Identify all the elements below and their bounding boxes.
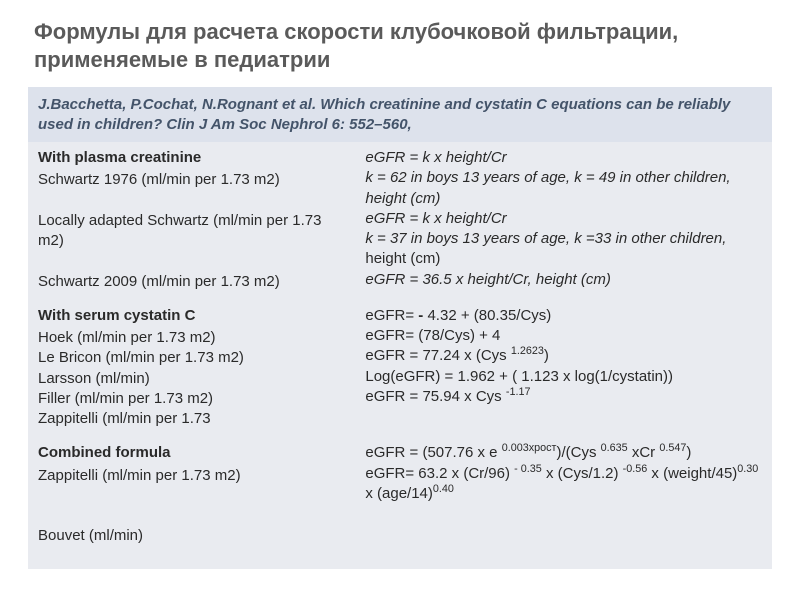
- row-left-body: Zappitelli (ml/min per 1.73 m2)Bouvet (m…: [38, 467, 241, 545]
- row-header: With serum cystatin C: [38, 306, 345, 326]
- row-header: With plasma creatinine: [38, 148, 345, 168]
- table-row: With plasma creatinine Schwartz 1976 (ml…: [28, 142, 772, 300]
- row-right-body: eGFR = (507.76 x e 0.003xрост)/(Cys 0.63…: [365, 444, 758, 502]
- row-right: eGFR= - 4.32 + (80.35/Cys)eGFR= (78/Cys)…: [355, 300, 772, 438]
- row-right: eGFR = (507.76 x e 0.003xрост)/(Cys 0.63…: [355, 437, 772, 569]
- table-row: With serum cystatin C Hoek (ml/min per 1…: [28, 300, 772, 438]
- row-left-body: Hoek (ml/min per 1.73 m2)Le Bricon (ml/m…: [38, 329, 244, 427]
- row-header: Combined formula: [38, 443, 345, 463]
- slide: Формулы для расчета скорости клубочковой…: [0, 0, 800, 600]
- row-left: With serum cystatin C Hoek (ml/min per 1…: [28, 300, 355, 438]
- row-right-body: eGFR= - 4.32 + (80.35/Cys)eGFR= (78/Cys)…: [365, 307, 673, 405]
- row-right: eGFR = k x height/Crk = 62 in boys 13 ye…: [355, 142, 772, 300]
- row-left: With plasma creatinine Schwartz 1976 (ml…: [28, 142, 355, 300]
- row-left: Combined formula Zappitelli (ml/min per …: [28, 437, 355, 569]
- citation-row: J.Bacchetta, P.Cochat, N.Rognant et al. …: [28, 87, 772, 142]
- page-title: Формулы для расчета скорости клубочковой…: [34, 18, 772, 73]
- table-row: Combined formula Zappitelli (ml/min per …: [28, 437, 772, 569]
- row-left-body: Schwartz 1976 (ml/min per 1.73 m2)Locall…: [38, 171, 321, 289]
- row-right-body: eGFR = k x height/Crk = 62 in boys 13 ye…: [365, 149, 730, 288]
- citation-text: J.Bacchetta, P.Cochat, N.Rognant et al. …: [28, 87, 772, 142]
- formulas-table: J.Bacchetta, P.Cochat, N.Rognant et al. …: [28, 87, 772, 569]
